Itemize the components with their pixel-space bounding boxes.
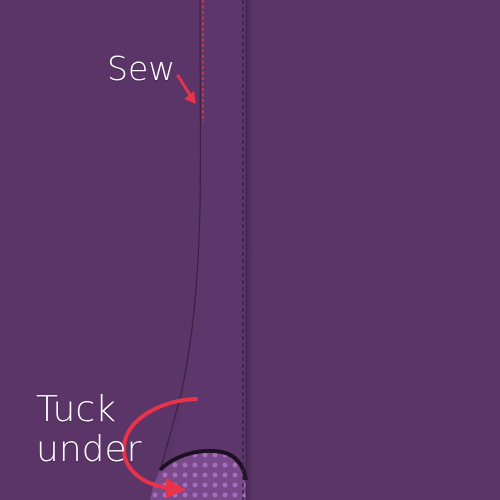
tuck-label-line-1: Tuck bbox=[36, 389, 116, 430]
curved-arrow-icon bbox=[121, 397, 198, 498]
arrow-down-right-icon bbox=[176, 74, 196, 104]
seam-shadow bbox=[246, 0, 254, 500]
tuck-under-label: Tuck under bbox=[36, 390, 141, 470]
sew-label: Sew bbox=[107, 49, 176, 88]
lining-dark-edge bbox=[158, 448, 248, 481]
folded-flap bbox=[160, 0, 246, 500]
tuck-label-line-2: under bbox=[36, 429, 142, 470]
flap-edge-line bbox=[155, 0, 202, 491]
